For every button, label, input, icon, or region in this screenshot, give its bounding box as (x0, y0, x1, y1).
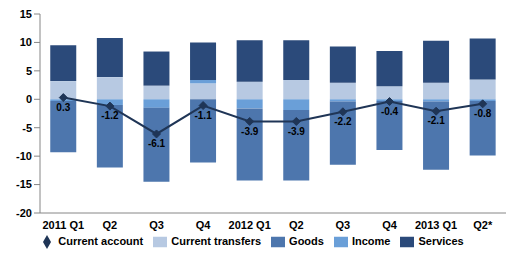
svg-text:2012 Q1: 2012 Q1 (229, 219, 271, 231)
svg-text:Q2: Q2 (289, 219, 304, 231)
html-text:Services: Services (418, 235, 464, 247)
html-text:Current account: Current account (58, 235, 144, 247)
svg-text:-20: -20 (16, 207, 32, 219)
svg-text:2013 Q1: 2013 Q1 (415, 219, 457, 231)
svg-text:15: 15 (20, 8, 32, 20)
svg-text:0.3: 0.3 (56, 102, 70, 113)
svg-text:5: 5 (26, 65, 32, 77)
svg-text:10: 10 (20, 36, 32, 48)
svg-text:Q3: Q3 (149, 219, 164, 231)
svg-text:-5: -5 (22, 122, 32, 134)
svg-text:2011 Q1: 2011 Q1 (43, 219, 85, 231)
html-text:Goods: Goods (289, 235, 324, 247)
svg-text:-3.9: -3.9 (241, 126, 259, 137)
svg-text:Q3: Q3 (336, 219, 351, 231)
svg-text:Q2*: Q2* (473, 219, 493, 231)
svg-text:-6.1: -6.1 (148, 138, 166, 149)
svg-text:-1.2: -1.2 (101, 110, 119, 121)
html-text:Current transfers: Current transfers (171, 235, 262, 247)
svg-text:-0.4: -0.4 (381, 106, 399, 117)
svg-text:-2.2: -2.2 (334, 116, 352, 127)
svg-text:-15: -15 (16, 178, 32, 190)
svg-text:Q4: Q4 (382, 219, 398, 231)
svg-text:Q4: Q4 (196, 219, 212, 231)
html-text:Income: Income (351, 235, 391, 247)
svg-text:0: 0 (26, 93, 32, 105)
svg-text:-2.1: -2.1 (427, 115, 445, 126)
svg-text:-10: -10 (16, 150, 32, 162)
svg-text:Q2: Q2 (103, 219, 118, 231)
svg-text:-0.8: -0.8 (474, 108, 492, 119)
svg-text:-1.1: -1.1 (194, 110, 212, 121)
svg-text:-3.9: -3.9 (288, 126, 306, 137)
